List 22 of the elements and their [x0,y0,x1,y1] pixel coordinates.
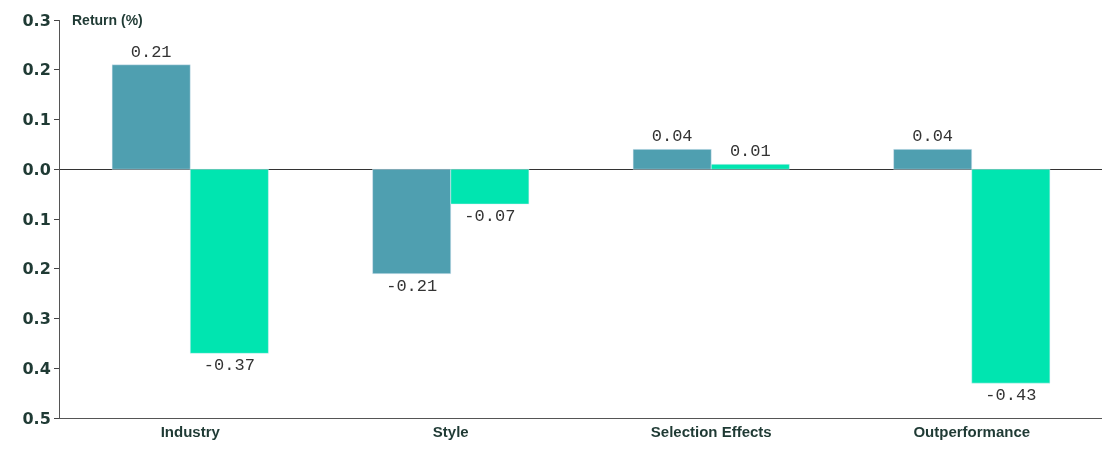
data-label: 0.04 [912,127,954,147]
x-tick-label: Selection Effects [650,423,772,440]
data-label: -0.07 [464,207,516,227]
y-tick-label: 0.2 [22,259,51,279]
y-tick-label: 0.4 [22,358,51,378]
y-tick-label: 0.1 [22,209,51,229]
x-tick-label: Outperformance [913,423,1031,440]
data-label: 0.01 [729,142,771,162]
data-label: 0.21 [130,42,172,62]
y-tick-label: 0.3 [22,10,51,30]
y-axis-title: Return (%) [72,12,143,28]
y-tick-label: 0.1 [22,110,51,130]
data-label: -0.43 [985,386,1037,406]
y-tick-label: 0.2 [22,60,51,80]
x-tick-label: Style [432,423,469,440]
data-label: 0.04 [651,127,693,147]
x-tick-label: Industry [160,423,221,440]
data-label: -0.21 [386,276,438,296]
y-tick-label: 0.0 [22,159,51,179]
data-label: -0.37 [203,356,255,376]
y-tick-label: 0.3 [22,309,51,329]
y-tick-label: 0.5 [22,408,51,428]
